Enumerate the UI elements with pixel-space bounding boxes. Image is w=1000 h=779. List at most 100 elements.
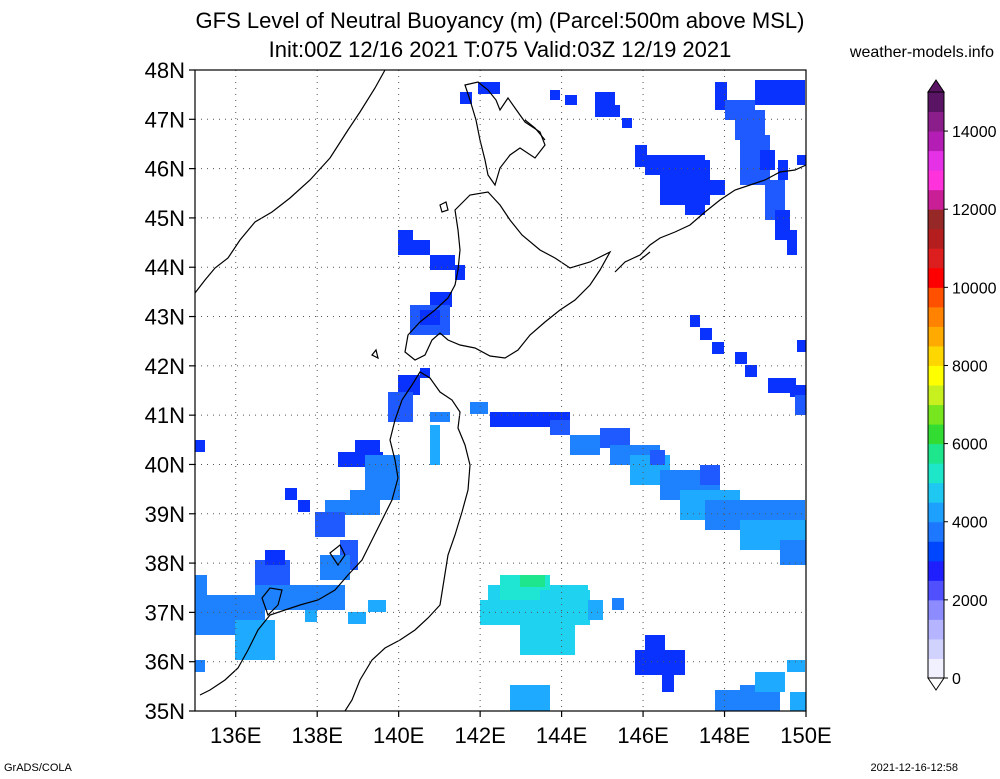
field-cell xyxy=(565,95,577,105)
coastline xyxy=(195,70,806,711)
field-cell xyxy=(715,82,727,110)
field-cell xyxy=(768,378,796,393)
lon-label: 150E xyxy=(780,723,831,748)
colorbar-swatch xyxy=(928,150,944,171)
lon-label: 136E xyxy=(210,723,261,748)
field-cell xyxy=(430,425,440,465)
colorbar-swatch xyxy=(928,170,944,191)
field-cell xyxy=(195,440,205,452)
lat-label: 46N xyxy=(145,157,185,182)
colorbar-label: 12000 xyxy=(952,202,997,219)
colorbar-swatch xyxy=(928,267,944,288)
field-cell xyxy=(712,342,724,354)
field-cell xyxy=(510,685,550,711)
lon-label: 148E xyxy=(699,723,750,748)
footer-timestamp: 2021-12-16-12:58 xyxy=(870,762,958,774)
lat-label: 37N xyxy=(145,600,185,625)
field-cell xyxy=(612,598,624,610)
field-cell xyxy=(298,500,310,512)
colorbar-swatch xyxy=(928,306,944,327)
colorbar-label: 4000 xyxy=(952,515,988,532)
field-cell xyxy=(520,615,575,655)
colorbar-swatch xyxy=(928,365,944,386)
lon-label: 138E xyxy=(292,723,343,748)
lat-label: 41N xyxy=(145,403,185,428)
field-cell xyxy=(745,365,757,377)
lat-label: 45N xyxy=(145,206,185,231)
field-cell xyxy=(265,550,285,565)
colorbar-swatch xyxy=(928,385,944,406)
lat-label: 44N xyxy=(145,255,185,280)
field-cell xyxy=(735,352,747,364)
field-cell xyxy=(755,672,785,692)
field-cell xyxy=(685,195,705,215)
lon-label: 142E xyxy=(454,723,505,748)
field-cell xyxy=(690,315,700,327)
colorbar-swatch xyxy=(928,248,944,269)
field-cell xyxy=(710,180,725,195)
field-cell xyxy=(795,395,806,415)
lat-label: 47N xyxy=(145,107,185,132)
lnb-field xyxy=(195,80,806,711)
lat-label: 35N xyxy=(145,699,185,724)
colorbar-swatch xyxy=(928,482,944,503)
lon-label: 146E xyxy=(617,723,668,748)
field-cell xyxy=(320,555,350,580)
colorbar-swatch xyxy=(928,345,944,366)
colorbar-top-cap xyxy=(927,79,945,93)
colorbar-bottom-cap xyxy=(927,677,945,691)
title-line-1: GFS Level of Neutral Buoyancy (m) (Parce… xyxy=(195,8,805,33)
field-cell xyxy=(398,230,413,255)
field-cell xyxy=(588,600,603,620)
colorbar-frame xyxy=(927,91,945,679)
field-cell xyxy=(778,160,788,180)
field-cell xyxy=(715,690,745,711)
field-cell xyxy=(790,692,806,711)
colorbar: 14000 12000 10000 8000 6000 4000 2000 0 xyxy=(927,79,997,691)
field-cell xyxy=(622,118,632,128)
colorbar-swatch xyxy=(928,228,944,249)
colorbar-swatch xyxy=(928,658,944,679)
colorbar-swatch xyxy=(928,580,944,601)
title-line-2: Init:00Z 12/16 2021 T:075 Valid:03Z 12/1… xyxy=(268,37,732,62)
field-cell xyxy=(635,145,647,167)
field-cell xyxy=(410,240,430,255)
field-cell xyxy=(550,90,560,100)
lat-label: 48N xyxy=(145,58,185,83)
colorbar-swatch xyxy=(928,209,944,230)
colorbar-swatch xyxy=(928,326,944,347)
field-cell xyxy=(430,292,452,307)
colorbar-swatch xyxy=(928,521,944,542)
lon-label: 144E xyxy=(536,723,587,748)
field-cell xyxy=(305,610,317,622)
field-cell xyxy=(255,585,345,610)
field-cell xyxy=(662,672,674,692)
field-cell xyxy=(520,575,545,587)
colorbar-swatch xyxy=(928,541,944,562)
colorbar-swatch xyxy=(928,560,944,581)
colorbar-label: 2000 xyxy=(952,593,988,610)
field-cell xyxy=(780,540,806,565)
colorbar-swatch xyxy=(928,287,944,308)
lat-label: 43N xyxy=(145,305,185,330)
field-cell xyxy=(195,575,207,600)
field-cell xyxy=(787,230,797,255)
field-cell xyxy=(470,402,488,414)
field-cell xyxy=(755,80,805,105)
colorbar-swatch xyxy=(928,638,944,659)
colorbar-label: 0 xyxy=(952,671,961,688)
field-cell xyxy=(420,310,440,325)
field-cell xyxy=(570,435,600,455)
colorbar-label: 10000 xyxy=(952,280,997,297)
field-cell xyxy=(285,488,297,500)
lat-label: 40N xyxy=(145,452,185,477)
field-cell xyxy=(420,368,430,378)
field-cell xyxy=(787,660,805,672)
field-cell xyxy=(700,465,720,485)
field-cell xyxy=(430,412,450,422)
field-cell xyxy=(610,105,620,117)
colorbar-swatch xyxy=(928,189,944,210)
footer-software: GrADS/COLA xyxy=(4,762,72,774)
colorbar-swatch xyxy=(928,92,944,113)
